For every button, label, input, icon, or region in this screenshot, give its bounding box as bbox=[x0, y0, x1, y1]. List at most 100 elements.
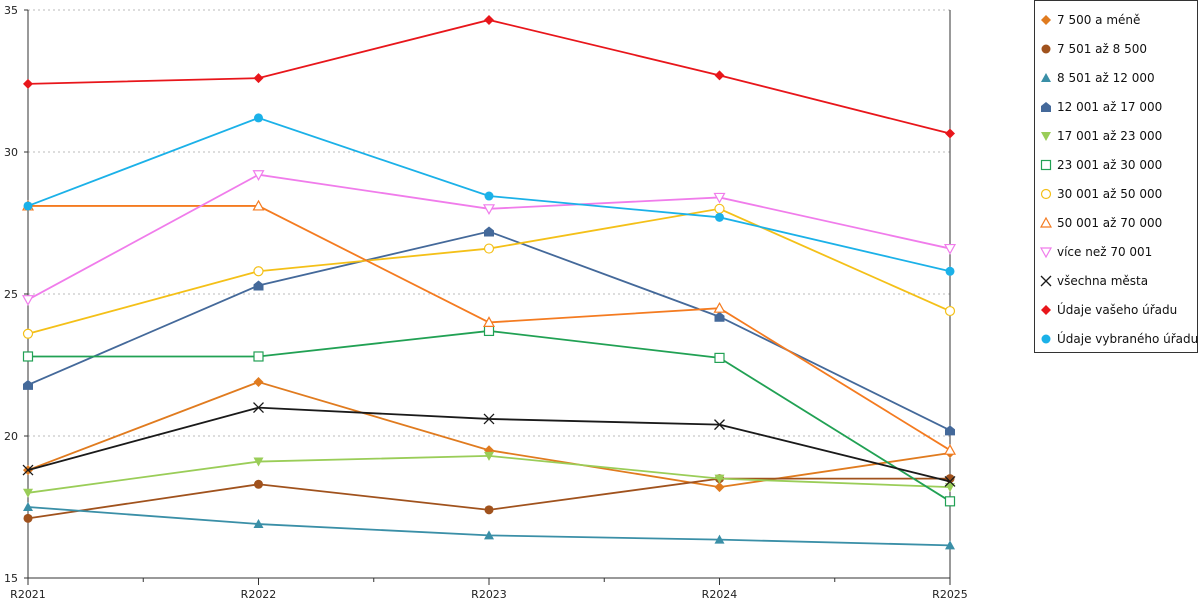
series-10 bbox=[23, 14, 955, 139]
legend-item: 7 501 až 8 500 bbox=[1039, 39, 1147, 59]
data-point bbox=[252, 199, 265, 211]
data-point bbox=[23, 513, 33, 523]
data-point bbox=[714, 534, 725, 544]
data-point bbox=[1041, 73, 1051, 82]
data-point bbox=[945, 425, 955, 436]
data-point bbox=[482, 316, 496, 327]
data-point bbox=[23, 488, 33, 498]
series-8 bbox=[21, 170, 957, 306]
data-point bbox=[945, 128, 955, 139]
data-point bbox=[943, 443, 957, 455]
data-point bbox=[1041, 102, 1051, 112]
x-tick-label: R2022 bbox=[241, 588, 277, 600]
data-point bbox=[253, 73, 264, 84]
legend-item: všechna města bbox=[1039, 271, 1148, 291]
legend-label: 17 001 až 23 000 bbox=[1057, 129, 1163, 143]
legend-marker-icon bbox=[1041, 305, 1051, 315]
gridlines bbox=[28, 9, 950, 437]
legend-item: Údaje vybraného úřadu bbox=[1039, 329, 1198, 349]
legend-marker-icon bbox=[1041, 15, 1051, 25]
legend-label: 23 001 až 30 000 bbox=[1057, 158, 1163, 172]
data-point bbox=[1041, 44, 1051, 54]
data-point bbox=[484, 530, 494, 540]
data-point bbox=[22, 328, 34, 339]
legend-label: 30 001 až 50 000 bbox=[1057, 187, 1163, 201]
legend-label: všechna města bbox=[1057, 274, 1149, 288]
data-point bbox=[1041, 132, 1051, 141]
legend-label: 50 001 až 70 000 bbox=[1057, 216, 1163, 230]
legend-label: Údaje vybraného úřadu bbox=[1057, 332, 1199, 346]
series-9 bbox=[22, 402, 956, 487]
data-point bbox=[714, 70, 725, 81]
series-line bbox=[27, 381, 951, 489]
legend-item: 23 001 až 30 000 bbox=[1039, 155, 1162, 175]
data-point bbox=[484, 505, 494, 515]
data-point bbox=[945, 483, 955, 493]
data-point bbox=[253, 457, 264, 467]
legend-marker-icon bbox=[1039, 247, 1053, 259]
data-point bbox=[1041, 334, 1051, 344]
data-point bbox=[23, 78, 33, 89]
legend-label: 7 500 a méně bbox=[1057, 13, 1141, 27]
legend-label: 8 501 až 12 000 bbox=[1057, 71, 1155, 85]
data-point bbox=[1040, 159, 1052, 171]
legend-marker-icon bbox=[1040, 188, 1052, 200]
tick-labels: 15 20 25 30 35 R2021 R2022 R2023 R2024 R2025 bbox=[4, 4, 968, 600]
legend-item: 17 001 až 23 000 bbox=[1039, 126, 1162, 146]
data-point bbox=[1041, 305, 1051, 315]
series-11 bbox=[23, 113, 955, 276]
legend-item: 8 501 až 12 000 bbox=[1039, 68, 1155, 88]
series-line bbox=[28, 330, 951, 503]
data-point bbox=[945, 266, 955, 276]
legend-label: více než 70 001 bbox=[1057, 245, 1153, 259]
data-point bbox=[253, 519, 264, 529]
data-point bbox=[484, 451, 494, 461]
legend-marker-icon bbox=[1041, 44, 1051, 54]
legend-label: 12 001 až 17 000 bbox=[1057, 100, 1163, 114]
data-point bbox=[1041, 15, 1051, 25]
legend-item: 30 001 až 50 000 bbox=[1039, 184, 1162, 204]
data-point bbox=[944, 496, 956, 507]
data-point bbox=[21, 295, 35, 306]
data-point bbox=[714, 203, 725, 214]
data-point bbox=[1040, 275, 1052, 287]
data-point bbox=[253, 266, 264, 277]
legend-marker-icon bbox=[1041, 132, 1051, 141]
data-point bbox=[484, 191, 494, 201]
y-tick-label: 35 bbox=[4, 4, 18, 17]
data-point bbox=[944, 475, 956, 487]
legend-marker-icon bbox=[1040, 159, 1052, 171]
legend-label: 7 501 až 8 500 bbox=[1057, 42, 1147, 56]
y-tick-label: 15 bbox=[4, 572, 18, 585]
data-point bbox=[484, 14, 494, 25]
series-4 bbox=[23, 451, 955, 498]
data-point bbox=[943, 243, 957, 255]
data-point bbox=[714, 311, 725, 322]
legend-item: více než 70 001 bbox=[1039, 242, 1152, 262]
data-point bbox=[254, 113, 263, 123]
legend-item: 50 001 až 70 000 bbox=[1039, 213, 1162, 233]
data-point bbox=[713, 301, 726, 313]
data-point bbox=[23, 379, 33, 390]
data-point bbox=[482, 204, 496, 216]
data-point bbox=[253, 280, 264, 291]
legend-item: Údaje vašeho úřadu bbox=[1039, 300, 1177, 320]
data-point bbox=[253, 402, 264, 414]
data-point bbox=[22, 464, 34, 476]
series-2 bbox=[23, 502, 955, 550]
data-point bbox=[714, 352, 725, 363]
data-point bbox=[252, 170, 265, 181]
y-tick-label: 25 bbox=[4, 288, 18, 301]
data-point bbox=[714, 419, 725, 431]
data-point bbox=[483, 413, 495, 425]
legend-marker-icon bbox=[1040, 275, 1052, 287]
data-point bbox=[715, 212, 724, 222]
data-point bbox=[484, 226, 494, 237]
data-point bbox=[254, 479, 263, 489]
line-chart: 15 20 25 30 35 R2021 R2022 R2023 R2024 R2025 bbox=[4, 4, 968, 600]
data-point bbox=[714, 482, 725, 493]
data-point bbox=[23, 502, 33, 511]
y-tick-label: 30 bbox=[4, 146, 18, 159]
series-line bbox=[27, 19, 951, 135]
legend-marker-icon bbox=[1039, 216, 1053, 228]
